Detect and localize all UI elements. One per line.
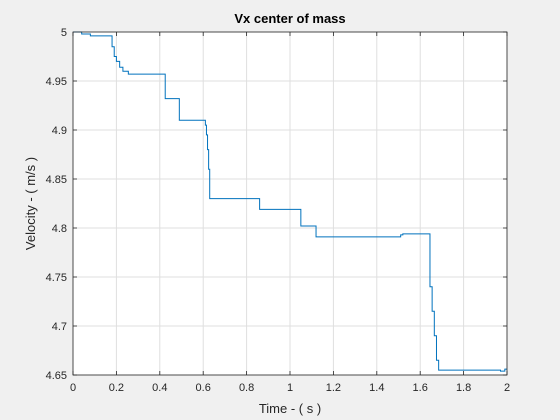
y-tick-label: 4.75 bbox=[46, 272, 67, 284]
x-tick-label: 1 bbox=[287, 382, 293, 394]
x-tick-label: 1.6 bbox=[413, 382, 428, 394]
x-tick-label: 0.6 bbox=[196, 382, 211, 394]
series-line bbox=[73, 31, 507, 372]
x-tick-label: 2 bbox=[504, 382, 510, 394]
y-tick-label: 4.7 bbox=[52, 321, 67, 333]
x-tick-label: 0.8 bbox=[239, 382, 254, 394]
y-tick-label: 4.95 bbox=[46, 76, 67, 88]
x-tick-label: 0 bbox=[70, 382, 76, 394]
tick-labels: 0 0.2 0.4 0.6 0.8 1 1.2 1.4 1.6 1.8 2 4.65 4.7 4.75 4.… bbox=[46, 27, 510, 394]
y-tick-label: 4.9 bbox=[52, 125, 67, 137]
x-tick-label: 1.2 bbox=[326, 382, 341, 394]
x-tick-label: 1.4 bbox=[369, 382, 384, 394]
y-tick-label: 4.85 bbox=[46, 174, 67, 186]
x-tick-label: 0.2 bbox=[109, 382, 124, 394]
y-tick-label: 4.8 bbox=[52, 223, 67, 235]
plot-border bbox=[72, 31, 508, 376]
x-tick-label: 1.8 bbox=[456, 382, 471, 394]
y-tick-label: 4.65 bbox=[46, 370, 67, 382]
y-tick-label: 5 bbox=[61, 27, 67, 39]
chart-title: Vx center of mass bbox=[234, 11, 345, 26]
y-axis-title: Velocity - ( m/s ) bbox=[23, 157, 38, 250]
x-tick-label: 0.4 bbox=[152, 382, 167, 394]
x-axis-title: Time - ( s ) bbox=[259, 401, 321, 416]
